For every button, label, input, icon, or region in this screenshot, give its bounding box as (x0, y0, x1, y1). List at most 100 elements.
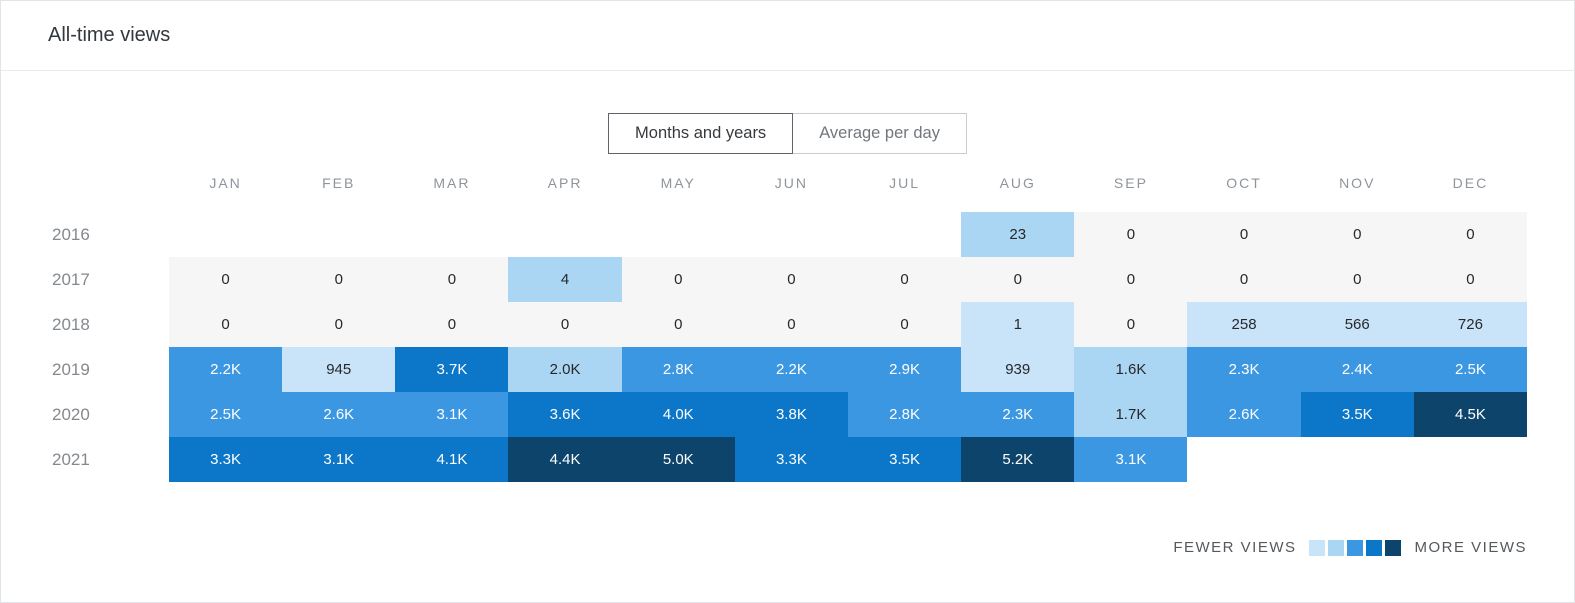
heatmap-cell[interactable]: 5.2K (961, 437, 1075, 482)
heatmap-cell[interactable]: 0 (1074, 212, 1188, 257)
month-header: MAR (433, 175, 471, 191)
heatmap-cell[interactable]: 2.4K (1300, 347, 1414, 392)
heatmap-cell[interactable]: 0 (734, 257, 848, 302)
heatmap-cell[interactable]: 3.1K (282, 437, 396, 482)
year-label: 2019 (52, 359, 90, 379)
legend-swatch (1366, 539, 1383, 556)
heatmap-cell[interactable]: 0 (282, 302, 396, 347)
heatmap-cell[interactable]: 0 (169, 302, 283, 347)
month-header: AUG (999, 175, 1036, 191)
heatmap-cell[interactable]: 0 (169, 257, 283, 302)
heatmap-cell[interactable]: 1.6K (1074, 347, 1188, 392)
heatmap-cell[interactable]: 3.1K (1074, 437, 1188, 482)
legend-swatch (1328, 539, 1345, 556)
month-header: DEC (1452, 175, 1489, 191)
heatmap-cell[interactable]: 4.4K (508, 437, 622, 482)
tab-months-and-years[interactable]: Months and years (608, 113, 794, 154)
heatmap-cell-empty (395, 212, 509, 257)
legend-swatches (1309, 539, 1402, 556)
heatmap-cell[interactable]: 0 (395, 302, 509, 347)
heatmap-cell[interactable]: 1 (961, 302, 1075, 347)
month-header: JUL (889, 175, 921, 191)
heatmap-cell[interactable]: 1.7K (1074, 392, 1188, 437)
year-label: 2020 (52, 404, 90, 424)
month-header: SEP (1113, 175, 1148, 191)
heatmap-cell[interactable]: 258 (1187, 302, 1301, 347)
month-header: JUN (774, 175, 809, 191)
heatmap-cell[interactable]: 3.5K (1300, 392, 1414, 437)
heatmap-cell[interactable]: 3.6K (508, 392, 622, 437)
heatmap-cell[interactable]: 2.2K (169, 347, 283, 392)
month-header: MAY (660, 175, 696, 191)
heatmap-cell[interactable]: 945 (282, 347, 396, 392)
heatmap-cell[interactable]: 2.9K (847, 347, 962, 392)
month-header: OCT (1226, 175, 1262, 191)
heatmap-cell[interactable]: 0 (395, 257, 509, 302)
heatmap-cell[interactable]: 2.3K (961, 392, 1075, 437)
heatmap-cell[interactable]: 4.5K (1413, 392, 1527, 437)
view-mode-tabs: Months and years Average per day (1, 113, 1574, 154)
heatmap-cell[interactable]: 0 (1187, 257, 1301, 302)
year-label: 2021 (52, 449, 90, 469)
heatmap-cell[interactable]: 4.1K (395, 437, 509, 482)
heatmap-cell[interactable]: 2.8K (847, 392, 962, 437)
heatmap-cell[interactable]: 566 (1300, 302, 1414, 347)
heatmap-cell[interactable]: 0 (1413, 257, 1527, 302)
heatmap-cell[interactable]: 3.3K (734, 437, 848, 482)
card-header: All-time views (1, 1, 1574, 71)
year-label: 2016 (52, 224, 90, 244)
heatmap-corner (48, 154, 169, 212)
heatmap-cell[interactable]: 2.6K (1187, 392, 1301, 437)
heatmap-cell[interactable]: 4 (508, 257, 622, 302)
heatmap-cell-empty (169, 212, 283, 257)
year-label: 2018 (52, 314, 90, 334)
heatmap-cell[interactable]: 2.3K (1187, 347, 1301, 392)
heatmap-cell[interactable]: 3.8K (734, 392, 848, 437)
heatmap-legend: FEWER VIEWS MORE VIEWS (1, 539, 1527, 556)
heatmap-cell[interactable]: 0 (1300, 257, 1414, 302)
heatmap-cell-empty (734, 212, 848, 257)
heatmap-cell[interactable]: 0 (1187, 212, 1301, 257)
heatmap-cell[interactable]: 0 (961, 257, 1075, 302)
heatmap-cell[interactable]: 0 (1074, 257, 1188, 302)
heatmap-cell[interactable]: 939 (961, 347, 1075, 392)
heatmap-cell[interactable]: 0 (508, 302, 622, 347)
heatmap-cell[interactable]: 2.8K (621, 347, 735, 392)
heatmap-cell[interactable]: 3.1K (395, 392, 509, 437)
heatmap-cell-empty (1413, 437, 1527, 482)
heatmap-cell[interactable]: 3.7K (395, 347, 509, 392)
heatmap-cell[interactable]: 0 (847, 302, 962, 347)
heatmap-cell-empty (847, 212, 962, 257)
heatmap-cell[interactable]: 0 (1413, 212, 1527, 257)
heatmap-cell[interactable]: 0 (621, 302, 735, 347)
heatmap-cell[interactable]: 0 (282, 257, 396, 302)
heatmap-cell[interactable]: 0 (847, 257, 962, 302)
heatmap-cell[interactable]: 726 (1413, 302, 1527, 347)
month-header: NOV (1339, 175, 1376, 191)
heatmap-cell[interactable]: 2.2K (734, 347, 848, 392)
heatmap-cell[interactable]: 5.0K (621, 437, 735, 482)
heatmap-grid: JAN FEB MAR APR MAY JUN JUL AUG SEP OCT NOV DEC 2016… (48, 154, 1527, 482)
month-header: JAN (209, 175, 242, 191)
heatmap-cell[interactable]: 0 (734, 302, 848, 347)
heatmap-cell[interactable]: 4.0K (621, 392, 735, 437)
heatmap-cell[interactable]: 0 (1300, 212, 1414, 257)
legend-swatch (1347, 539, 1364, 556)
heatmap-cell[interactable]: 2.5K (1413, 347, 1527, 392)
heatmap-cell-empty (282, 212, 396, 257)
tab-average-per-day[interactable]: Average per day (792, 113, 967, 154)
heatmap-cell[interactable]: 0 (1074, 302, 1188, 347)
heatmap-cell-empty (1187, 437, 1301, 482)
month-header: APR (547, 175, 583, 191)
heatmap-cell[interactable]: 0 (621, 257, 735, 302)
heatmap-cell[interactable]: 23 (961, 212, 1075, 257)
heatmap-cell-empty (1300, 437, 1414, 482)
heatmap-cell[interactable]: 2.0K (508, 347, 622, 392)
heatmap-cell[interactable]: 3.5K (847, 437, 962, 482)
heatmap-cell[interactable]: 3.3K (169, 437, 283, 482)
heatmap-cell[interactable]: 2.6K (282, 392, 396, 437)
year-label: 2017 (52, 269, 90, 289)
heatmap-cell-empty (508, 212, 622, 257)
heatmap-cell[interactable]: 2.5K (169, 392, 283, 437)
